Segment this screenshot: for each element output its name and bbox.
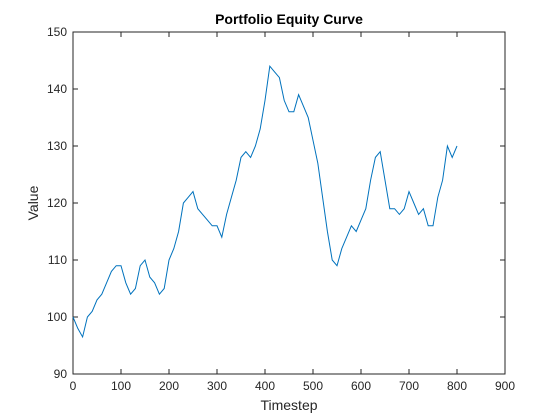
chart-title: Portfolio Equity Curve <box>215 11 363 27</box>
y-tick-label: 150 <box>47 25 67 39</box>
x-tick-label: 400 <box>255 379 275 393</box>
x-tick-label: 900 <box>495 379 515 393</box>
y-tick-label: 130 <box>47 139 67 153</box>
x-tick-label: 700 <box>399 379 419 393</box>
x-tick-label: 500 <box>303 379 323 393</box>
x-tick-label: 0 <box>70 379 77 393</box>
x-axis-label: Timestep <box>260 397 317 413</box>
x-tick-label: 800 <box>447 379 467 393</box>
y-tick-label: 90 <box>54 367 68 381</box>
x-tick-label: 100 <box>111 379 131 393</box>
y-tick-label: 110 <box>48 253 67 267</box>
y-axis-label: Value <box>25 185 41 220</box>
x-tick-label: 300 <box>207 379 227 393</box>
y-tick-label: 140 <box>47 82 67 96</box>
x-tick-label: 200 <box>159 379 179 393</box>
equity-line <box>72 65 458 339</box>
x-tick-label: 600 <box>351 379 371 393</box>
y-tick-label: 120 <box>47 196 67 210</box>
y-tick-label: 100 <box>47 310 67 324</box>
